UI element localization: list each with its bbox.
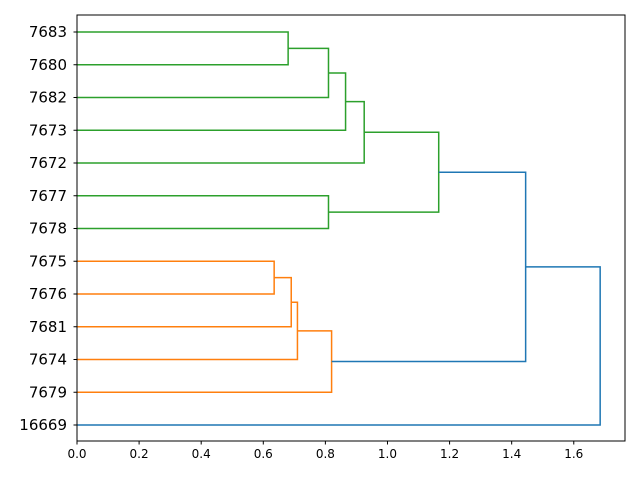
x-tick-label: 0.2 xyxy=(130,447,149,461)
y-tick-label: 7682 xyxy=(29,89,67,107)
x-tick-label: 1.2 xyxy=(440,447,459,461)
y-tick-label: 7680 xyxy=(29,56,67,74)
y-tick-label: 7672 xyxy=(29,154,67,172)
y-tick-label: 7675 xyxy=(29,252,67,270)
y-tick-label: 7679 xyxy=(29,383,67,401)
dendrogram-link xyxy=(328,131,440,213)
y-tick-label: 7673 xyxy=(29,121,67,139)
dendrogram-link xyxy=(77,47,330,99)
y-tick-label: 7681 xyxy=(29,318,67,336)
y-tick-label: 16669 xyxy=(19,416,67,434)
dendrogram-link xyxy=(77,276,292,328)
dendrogram-link xyxy=(77,100,365,164)
y-tick-label: 7676 xyxy=(29,285,67,303)
dendrogram-links xyxy=(77,31,601,426)
x-tick-label: 1.6 xyxy=(564,447,583,461)
dendrogram-link xyxy=(77,195,330,230)
dendrogram-link xyxy=(77,31,289,66)
x-tick-label: 0.4 xyxy=(192,447,211,461)
x-tick-label: 1.4 xyxy=(502,447,521,461)
dendrogram-link xyxy=(77,266,601,426)
y-axis: 7683 7680 7682 7673 7672 7677 7678 7675 7676 7681… xyxy=(19,23,77,434)
x-tick-label: 0.6 xyxy=(254,447,273,461)
y-tick-label: 7678 xyxy=(29,220,67,238)
y-tick-label: 7683 xyxy=(29,23,67,41)
y-tick-label: 7677 xyxy=(29,187,67,205)
x-axis: 0.0 0.2 0.4 0.6 0.8 1.0 1.2 1.4 1.6 xyxy=(67,441,583,461)
y-tick-label: 7674 xyxy=(29,351,67,369)
x-tick-label: 0.8 xyxy=(316,447,335,461)
x-tick-label: 1.0 xyxy=(378,447,397,461)
x-tick-label: 0.0 xyxy=(67,447,86,461)
